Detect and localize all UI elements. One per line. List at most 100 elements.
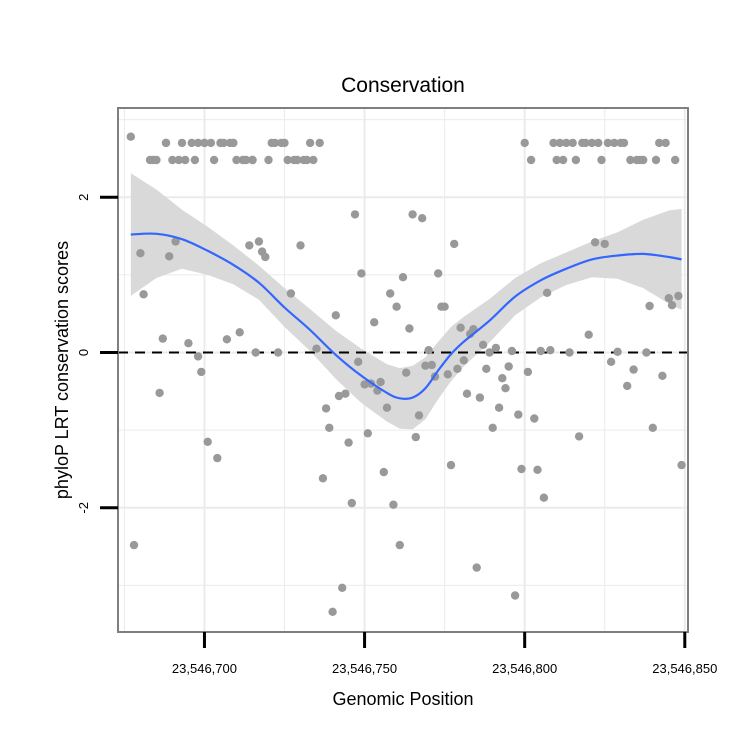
y-tick-label: 2 [76,194,91,201]
data-point [494,403,504,412]
data-point [558,155,568,165]
data-point [501,384,510,393]
data-point [462,389,472,398]
data-point [629,365,638,374]
data-point [619,138,629,148]
data-point [203,437,212,446]
data-point [674,291,683,301]
data-point [344,438,353,447]
data-point [350,210,360,219]
data-point [286,289,296,298]
data-point [587,138,597,148]
x-tick-label: 23,546,800 [492,661,557,676]
data-point [264,155,273,165]
x-axis-label: Genomic Position [332,689,473,709]
data-point [338,583,347,592]
data-point [325,423,334,432]
data-point [597,155,606,165]
data-point [418,214,427,223]
data-point [456,323,465,332]
data-point [296,241,305,250]
data-point [293,155,302,165]
data-point [280,138,289,148]
smooth-line [130,232,682,400]
data-point [270,138,280,148]
data-point [491,343,501,353]
y-axis-label: phyloP LRT conservation scores [52,241,72,499]
data-point [443,370,452,379]
data-point [312,344,321,353]
data-point [232,155,241,165]
data-point [152,155,161,165]
data-point [408,210,417,219]
data-point [168,155,177,165]
panel-border [117,107,689,633]
data-point [305,138,315,148]
data-point [177,138,187,148]
data-point [424,346,433,355]
data-point [475,393,485,402]
data-point [209,155,219,165]
data-point [574,432,584,441]
confidence-band [130,173,682,430]
data-point [427,360,436,370]
data-point [664,294,673,303]
data-point [539,493,549,502]
data-point [197,367,206,377]
data-point [517,464,526,474]
data-point [648,423,657,432]
chart-title: Conservation [341,74,465,97]
data-point [193,352,203,361]
data-point [677,460,686,470]
data-point [584,330,593,339]
data-point [222,335,232,344]
data-point [623,381,632,391]
data-point [248,155,257,165]
data-point [379,467,388,477]
data-point [542,288,552,297]
data-point [552,155,561,165]
x-tick-label: 23,546,700 [172,661,237,676]
y-tick-label: -2 [76,502,91,514]
data-point [453,364,462,373]
data-point [187,138,196,148]
data-point [190,155,200,165]
data-point [283,155,292,165]
y-tick-label: 0 [76,349,91,356]
data-point [414,411,424,420]
data-point [565,348,574,357]
data-point [360,380,369,389]
data-point [302,155,312,165]
data-point [155,388,164,398]
data-point [520,138,529,148]
data-point [651,155,661,165]
data-point [251,348,260,357]
data-point [478,340,488,349]
data-point [446,460,456,470]
data-point [193,138,203,148]
data-point [331,311,340,320]
data-point [376,377,385,387]
data-point [603,138,613,148]
data-point [357,269,366,278]
data-point [507,346,517,356]
data-point [219,138,228,148]
data-point [315,138,324,148]
data-point [341,389,350,398]
data-point [181,155,190,165]
data-point [402,368,411,377]
data-point [613,347,622,356]
data-point [386,289,395,298]
data-point [549,138,558,148]
data-point [514,410,523,419]
data-point [370,318,379,327]
data-point [174,155,183,165]
data-point [165,252,174,261]
data-point [562,138,571,148]
data-point [321,404,331,413]
data-point [533,465,542,474]
data-point [398,273,408,282]
data-point [334,391,344,401]
data-point [328,607,337,616]
data-point [510,591,520,600]
